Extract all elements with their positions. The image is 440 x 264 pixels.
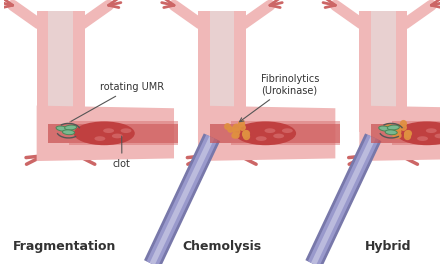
Polygon shape [392,121,440,145]
Point [392,133,399,137]
Polygon shape [231,121,340,145]
FancyBboxPatch shape [371,11,396,132]
Point [233,133,240,137]
Ellipse shape [95,136,105,141]
Point [230,133,237,137]
Text: clot: clot [113,136,131,169]
FancyBboxPatch shape [359,11,371,132]
Point [242,132,249,136]
Ellipse shape [121,128,132,133]
FancyBboxPatch shape [396,11,407,132]
Point [394,129,401,133]
Point [232,129,239,133]
Point [400,125,407,129]
Point [242,134,249,138]
Ellipse shape [417,136,428,141]
Point [227,127,234,131]
Ellipse shape [74,121,135,145]
Polygon shape [371,124,440,143]
Text: Hybrid: Hybrid [364,241,411,253]
FancyBboxPatch shape [198,11,210,132]
Ellipse shape [273,134,284,138]
FancyBboxPatch shape [73,11,84,132]
Point [233,125,240,129]
Point [394,133,401,137]
Polygon shape [210,124,340,143]
Point [394,125,401,129]
Point [224,124,231,128]
Text: rotating UMR: rotating UMR [71,82,164,121]
Point [404,131,411,135]
Ellipse shape [426,128,437,133]
Text: Fibrinolytics
(Urokinase): Fibrinolytics (Urokinase) [240,74,319,122]
Ellipse shape [62,130,74,135]
Point [403,131,410,135]
Text: Chemolysis: Chemolysis [183,241,261,253]
Ellipse shape [112,134,123,138]
Point [242,131,249,135]
Point [238,125,246,129]
Polygon shape [359,106,440,161]
Point [238,121,245,125]
Point [399,121,406,125]
Point [385,124,392,128]
Polygon shape [70,121,178,145]
Ellipse shape [264,128,275,133]
FancyBboxPatch shape [234,11,246,132]
Ellipse shape [256,136,267,141]
Ellipse shape [282,128,293,133]
Ellipse shape [235,121,296,145]
Polygon shape [48,124,178,143]
Ellipse shape [387,125,400,130]
Point [403,132,410,136]
FancyBboxPatch shape [48,11,73,132]
Point [242,131,249,135]
Ellipse shape [385,130,397,135]
FancyBboxPatch shape [210,11,234,132]
Ellipse shape [65,125,77,130]
Ellipse shape [396,121,440,145]
Polygon shape [37,106,174,161]
Ellipse shape [56,126,68,131]
FancyBboxPatch shape [37,11,48,132]
Text: Fragmentation: Fragmentation [13,241,117,253]
Point [403,134,411,138]
Ellipse shape [379,126,391,131]
Point [388,127,395,131]
Ellipse shape [103,128,114,133]
Ellipse shape [435,134,440,138]
Polygon shape [198,106,335,161]
